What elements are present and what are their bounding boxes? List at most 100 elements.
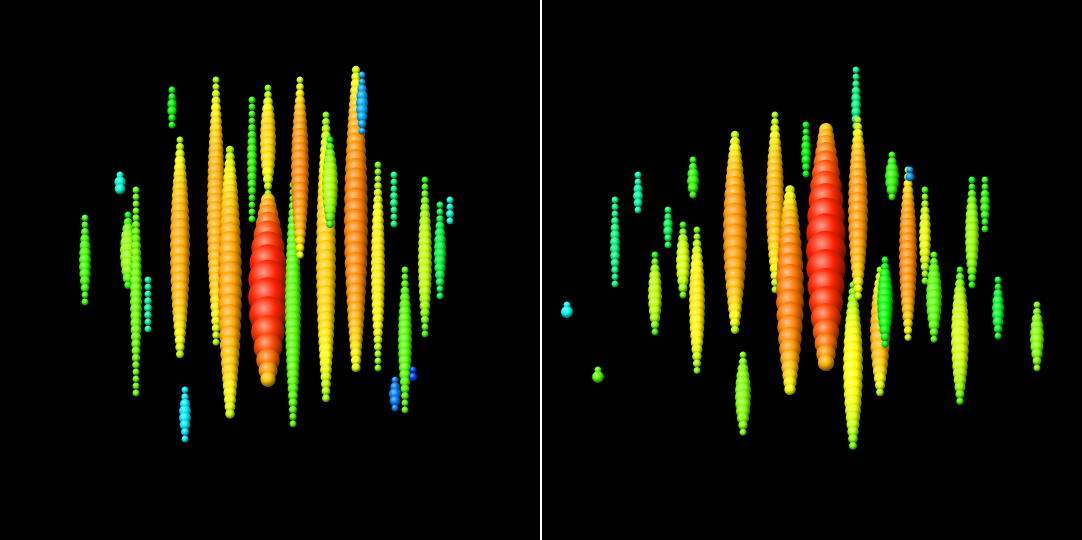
hit-sphere [124, 211, 132, 219]
hit-sphere [351, 65, 361, 75]
hit-sphere [181, 386, 189, 394]
hit-sphere [374, 343, 382, 351]
hit-sphere [994, 283, 1002, 291]
hit-sphere [374, 168, 382, 176]
hit-sphere [81, 291, 89, 299]
hit-sphere [847, 426, 859, 438]
hit-sphere [374, 364, 382, 372]
hit-sphere [1033, 308, 1041, 316]
hit-sphere [295, 89, 305, 99]
hit-sphere [175, 342, 185, 353]
hit-sphere [903, 318, 913, 329]
hit-sphere [132, 186, 140, 194]
hit-sphere [326, 136, 334, 144]
hit-sphere [421, 176, 429, 184]
hit-sphere [921, 186, 929, 194]
hit-sphere [326, 220, 334, 229]
hit-sphere [144, 283, 152, 291]
hit-sphere [389, 395, 401, 407]
hit-sphere [802, 163, 810, 171]
hit-sphere [181, 435, 189, 443]
hit-sphere [435, 221, 445, 231]
hit-sphere [967, 266, 977, 276]
hit-sphere [968, 183, 976, 191]
hit-sphere [906, 166, 914, 174]
hit-sphere [436, 208, 444, 216]
hit-sphere [663, 226, 673, 236]
hit-sphere [904, 334, 912, 342]
hit-sphere [144, 311, 152, 319]
hit-sphere [401, 406, 409, 414]
hit-sphere [247, 165, 257, 175]
hit-sphere [325, 142, 335, 152]
hit-sphere [264, 84, 272, 92]
hit-sphere [634, 171, 642, 179]
hit-sphere [181, 428, 189, 436]
hit-sphere [853, 122, 863, 132]
hit-sphere [132, 214, 140, 222]
hit-sphere [611, 203, 619, 211]
hit-sphere [610, 237, 620, 247]
hit-sphere [295, 243, 305, 253]
hit-sphere [248, 187, 256, 195]
hit-sphere [81, 221, 89, 229]
hit-sphere [287, 383, 299, 395]
hit-sphere [678, 283, 688, 293]
hit-sphere [296, 76, 304, 84]
hit-sphere [144, 318, 152, 326]
hit-sphere [853, 284, 863, 294]
hit-sphere [802, 128, 810, 136]
hit-sphere [739, 351, 747, 359]
hit-sphere [610, 258, 620, 268]
hit-sphere [401, 392, 409, 400]
hit-sphere [981, 218, 989, 226]
hit-sphere [132, 193, 140, 201]
hit-sphere [167, 106, 177, 116]
hit-sphere [373, 328, 383, 338]
hit-sphere [921, 193, 929, 201]
hit-sphere [211, 96, 221, 106]
hit-sphere [247, 137, 257, 147]
hit-sphere [919, 247, 931, 259]
hit-sphere [610, 244, 620, 254]
hit-sphere [167, 99, 177, 109]
hit-sphere [739, 428, 747, 436]
hit-sphere [610, 223, 620, 233]
hit-sphere [321, 124, 331, 134]
hit-sphere [852, 276, 864, 288]
hit-sphere [168, 121, 176, 129]
hit-sphere [981, 225, 989, 233]
hit-sphere [801, 134, 811, 144]
hit-sphere [132, 389, 140, 397]
hit-sphere [421, 183, 429, 191]
hit-sphere [247, 130, 257, 140]
hit-sphere [132, 368, 140, 376]
hit-sphere [174, 335, 186, 346]
hit-sphere [247, 144, 257, 154]
hit-sphere [131, 353, 141, 363]
hit-sphere [992, 316, 1004, 328]
hit-sphere [130, 331, 142, 343]
hit-sphere [1033, 301, 1041, 309]
hit-sphere [374, 357, 382, 365]
hit-sphere [664, 213, 672, 221]
hit-sphere [211, 89, 221, 99]
hit-sphere [994, 332, 1002, 340]
hit-sphere [446, 196, 454, 204]
hit-sphere [131, 339, 141, 349]
hit-sphere [420, 315, 430, 325]
hit-sphere [981, 183, 989, 191]
hit-sphere [131, 227, 141, 237]
hit-sphere [784, 383, 796, 396]
hit-sphere [633, 184, 643, 194]
hit-sphere [247, 151, 257, 161]
hit-sphere [225, 145, 235, 155]
hit-sphere [372, 320, 384, 332]
hit-sphere [390, 185, 398, 193]
hit-sphere [390, 192, 398, 200]
hit-sphere [79, 275, 91, 287]
hit-sphere [401, 273, 409, 281]
hit-sphere [651, 258, 659, 266]
hit-sphere [81, 228, 89, 236]
